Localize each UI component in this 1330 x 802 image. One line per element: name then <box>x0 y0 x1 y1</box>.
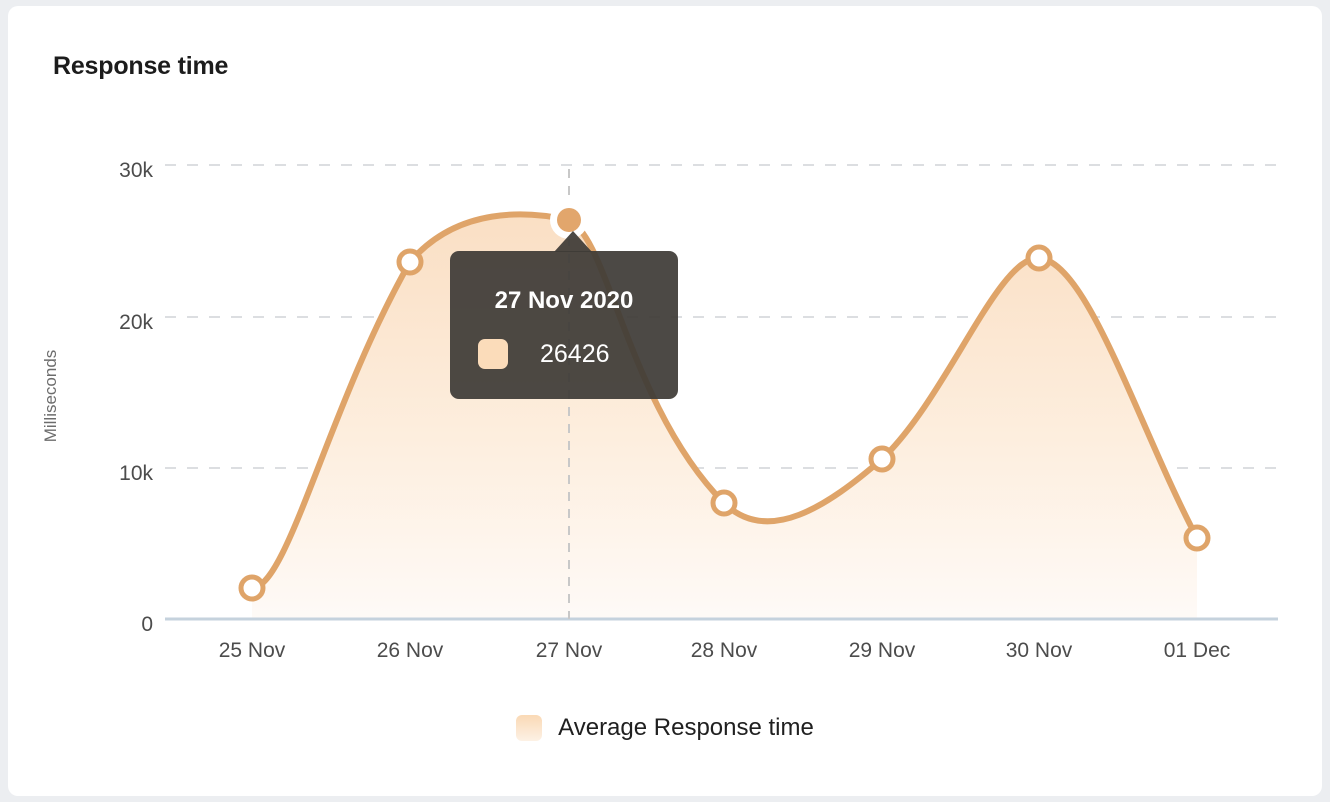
chart-legend[interactable]: Average Response time <box>8 714 1322 742</box>
x-tick-1: 26 Nov <box>376 639 444 662</box>
y-tick-20k: 20k <box>119 311 153 334</box>
chart-card: Response time <box>8 6 1322 796</box>
tooltip-date: 27 Nov 2020 <box>494 287 634 314</box>
tooltip-value-row: 26426 <box>478 339 610 369</box>
y-axis-label: Milliseconds <box>41 349 60 443</box>
x-tick-6: 01 Dec <box>1163 639 1231 662</box>
x-tick-4: 29 Nov <box>848 639 916 662</box>
tooltip-value: 26426 <box>540 339 610 368</box>
chart-tooltip: 27 Nov 2020 26426 <box>450 231 678 399</box>
y-tick-30k: 30k <box>119 159 153 182</box>
y-axis-ticks: 30k 20k 10k 0 <box>48 6 153 796</box>
legend-item-label[interactable]: Average Response time <box>558 714 814 741</box>
highlighted-data-point[interactable] <box>550 201 588 239</box>
area-fill <box>252 214 1197 619</box>
x-tick-5: 30 Nov <box>1005 639 1073 662</box>
x-tick-0: 25 Nov <box>218 639 286 662</box>
tooltip-arrow-icon <box>554 231 592 252</box>
page-title: Response time <box>53 52 229 80</box>
x-tick-3: 28 Nov <box>690 639 758 662</box>
x-tick-2: 27 Nov <box>535 639 603 662</box>
y-tick-10k: 10k <box>119 462 153 485</box>
data-points[interactable] <box>238 244 1211 602</box>
legend-swatch-icon <box>516 715 543 741</box>
tooltip-series-swatch-icon <box>478 339 508 369</box>
y-tick-0: 0 <box>141 613 153 636</box>
response-time-area-chart[interactable] <box>8 6 1322 796</box>
